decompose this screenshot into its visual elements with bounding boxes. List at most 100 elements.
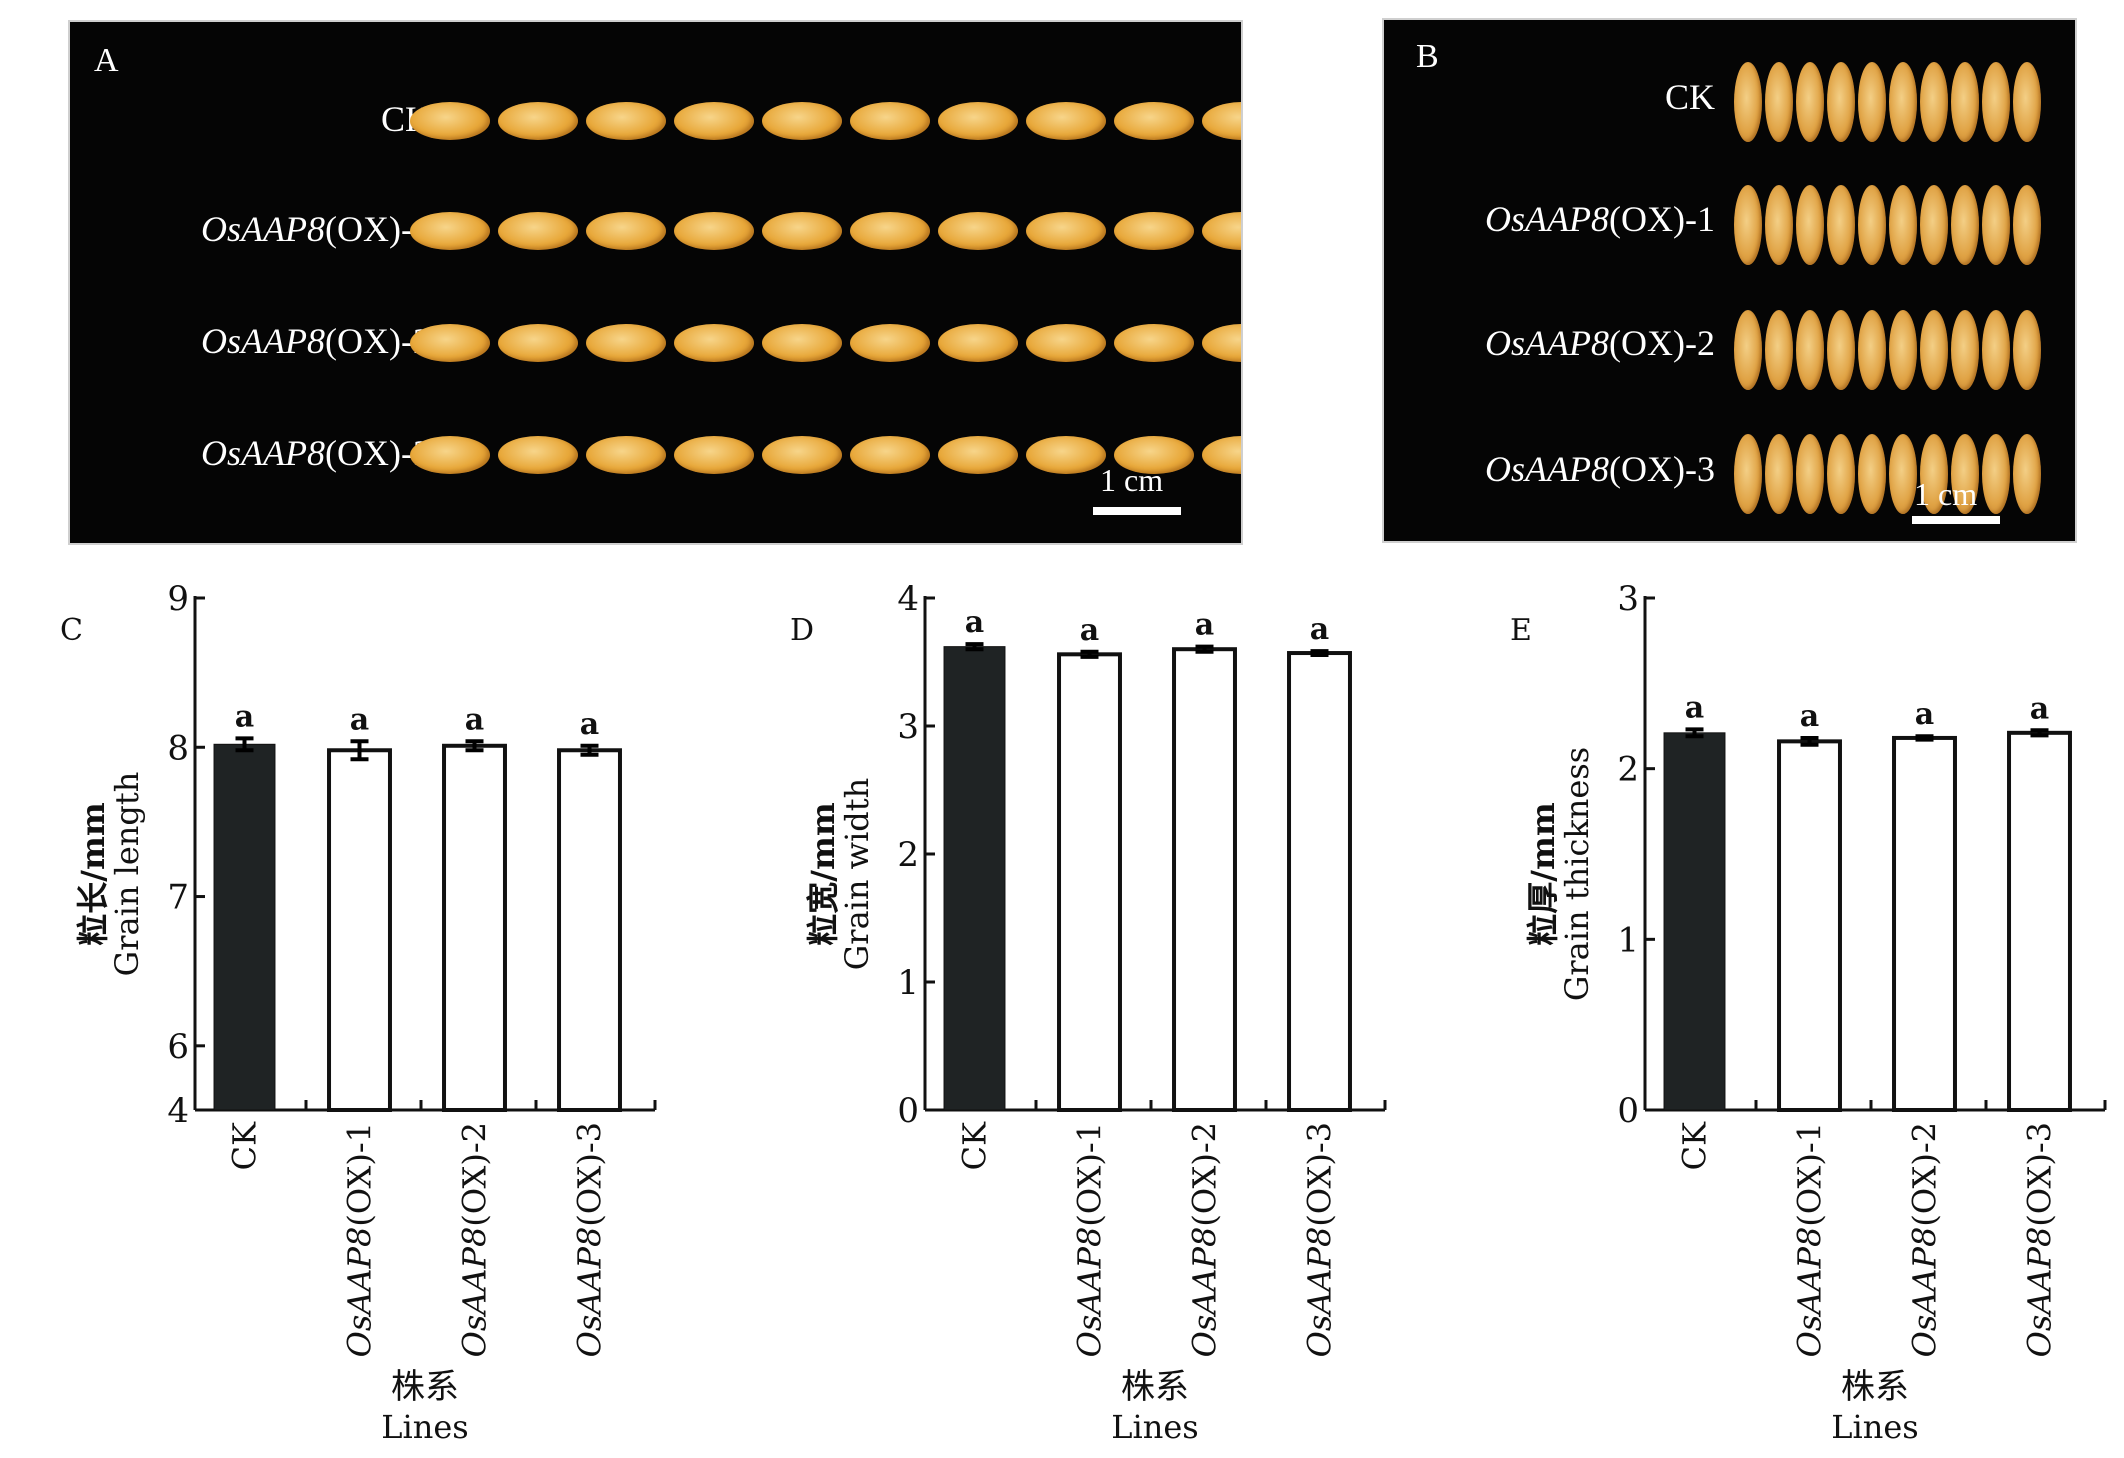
grain-row-ox2: [410, 324, 1241, 362]
rice-grain: [1114, 324, 1194, 362]
y-tick-label: 8: [167, 728, 189, 768]
grain-row-ox2: [1734, 310, 2044, 390]
scale-bar-label: 1 cm: [1100, 462, 1164, 498]
rice-grain: [938, 324, 1018, 362]
gene-name: OsAAP8: [1791, 1227, 1829, 1358]
x-axis-label-en: Lines: [381, 1408, 468, 1446]
row-label-ox1: OsAAP8(OX)-1: [1485, 199, 1715, 239]
gene-name: OsAAP8: [341, 1227, 379, 1358]
rice-grain: [2013, 434, 2041, 514]
rice-grain: [1920, 434, 1948, 514]
rice-grain: [674, 212, 754, 250]
bar-ck: [213, 743, 276, 1111]
x-tick-label: OsAAP8(OX)-1: [1791, 1122, 1829, 1357]
rice-grain: [1765, 185, 1793, 265]
rice-grain: [410, 436, 490, 474]
rice-grain: [1827, 434, 1855, 514]
rice-grain: [1734, 310, 1762, 390]
y-tick-label: 7: [167, 878, 189, 918]
line-suffix: (OX)-3: [571, 1122, 609, 1227]
rice-grain: [1765, 62, 1793, 142]
rice-grain: [1202, 324, 1241, 362]
y-tick-label: 3: [1617, 579, 1639, 619]
rice-grain: [498, 212, 578, 250]
rice-grain: [586, 102, 666, 140]
significance-label: a: [965, 605, 984, 640]
y-tick-label: 0: [897, 1091, 919, 1131]
y-axis-label-en: Grain length: [108, 772, 146, 977]
significance-label: a: [580, 707, 599, 742]
rice-grain: [2013, 310, 2041, 390]
rice-grain: [1920, 310, 1948, 390]
rice-grain: [1982, 310, 2010, 390]
significance-label: a: [2030, 691, 2049, 726]
rice-grain: [410, 324, 490, 362]
rice-grain: [850, 102, 930, 140]
rice-grain: [1889, 185, 1917, 265]
bar-ox3: [2007, 730, 2072, 1112]
rice-grain: [938, 212, 1018, 250]
rice-grain: [850, 212, 930, 250]
rice-grain: [762, 102, 842, 140]
rice-grain: [762, 212, 842, 250]
rice-grain: [762, 324, 842, 362]
rice-grain: [1026, 436, 1106, 474]
rice-grain: [1982, 62, 2010, 142]
line-suffix: CK: [226, 1121, 264, 1170]
chart-grain-length: C46789aCKaOsAAP8(OX)-1aOsAAP8(OX)-2aOsAA…: [60, 579, 657, 1446]
rice-grain: [674, 102, 754, 140]
rice-grain: [1920, 62, 1948, 142]
x-axis-label-cn: 株系: [1121, 1367, 1189, 1407]
y-axis-label-cn: 粒长/mm: [74, 802, 112, 946]
bar-ck: [943, 646, 1006, 1111]
gene-name: OsAAP8: [1906, 1227, 1944, 1358]
bar-ox3: [557, 748, 622, 1112]
rice-grain: [498, 436, 578, 474]
rice-grain: [1858, 185, 1886, 265]
rice-grain: [1202, 102, 1241, 140]
rice-grain: [1827, 310, 1855, 390]
rice-grain: [1202, 436, 1241, 474]
rice-grain: [1982, 434, 2010, 514]
bar-ox2: [442, 743, 507, 1113]
bar-ox3: [1287, 651, 1352, 1112]
x-tick-label: OsAAP8(OX)-3: [571, 1122, 609, 1357]
x-axis-label-en: Lines: [1111, 1408, 1198, 1446]
y-axis-label-en: Grain width: [838, 778, 876, 971]
line-suffix: (OX)-1: [1791, 1122, 1829, 1227]
significance-label: a: [1800, 699, 1819, 734]
bar-ox1: [1057, 652, 1122, 1112]
rice-grain: [1889, 310, 1917, 390]
y-tick-label: 2: [1617, 750, 1639, 790]
x-tick-label: OsAAP8(OX)-1: [1071, 1122, 1109, 1357]
rice-grain: [1026, 102, 1106, 140]
row-label-ox3: OsAAP8(OX)-3: [201, 433, 431, 473]
y-tick-label: 2: [897, 835, 919, 875]
x-tick-label: CK: [226, 1121, 264, 1170]
significance-label: a: [1915, 697, 1934, 732]
row-label-ox1: OsAAP8(OX)-1: [201, 209, 431, 249]
y-tick-label: 6: [167, 1027, 189, 1067]
y-tick-label: 3: [897, 707, 919, 747]
x-tick-label: OsAAP8(OX)-2: [1186, 1122, 1224, 1357]
rice-grain: [1889, 62, 1917, 142]
rice-grain: [1796, 185, 1824, 265]
rice-grain: [1858, 310, 1886, 390]
rice-grain: [674, 324, 754, 362]
rice-grain: [1827, 185, 1855, 265]
rice-grain: [850, 436, 930, 474]
bar-ox2: [1172, 647, 1237, 1112]
significance-label: a: [465, 702, 484, 737]
rice-grain: [1951, 310, 1979, 390]
rice-grain: [1026, 324, 1106, 362]
grain-row-ox3: [410, 436, 1241, 474]
y-tick-label: 4: [897, 579, 919, 619]
panel-letter-a: A: [94, 42, 119, 79]
rice-grain: [586, 324, 666, 362]
grain-row-ck: [1734, 62, 2044, 142]
chart-grain-thickness: E0123aCKaOsAAP8(OX)-1aOsAAP8(OX)-2aOsAAP…: [1510, 579, 2107, 1446]
x-axis-label-cn: 株系: [1841, 1367, 1909, 1407]
rice-grain: [850, 324, 930, 362]
gene-name: OsAAP8: [2021, 1227, 2059, 1358]
rice-grain: [498, 324, 578, 362]
